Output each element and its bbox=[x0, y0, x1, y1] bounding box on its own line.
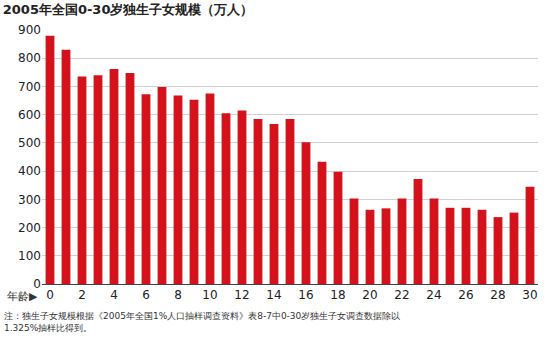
svg-text:300: 300 bbox=[18, 193, 41, 207]
svg-text:26: 26 bbox=[458, 288, 473, 302]
svg-text:400: 400 bbox=[18, 164, 41, 178]
svg-text:0: 0 bbox=[46, 288, 54, 302]
svg-text:22: 22 bbox=[394, 288, 409, 302]
svg-text:8: 8 bbox=[174, 288, 182, 302]
svg-text:600: 600 bbox=[18, 108, 41, 122]
svg-text:6: 6 bbox=[142, 288, 150, 302]
svg-text:30: 30 bbox=[522, 288, 537, 302]
svg-text:18: 18 bbox=[330, 288, 345, 302]
svg-text:200: 200 bbox=[18, 221, 41, 235]
svg-text:20: 20 bbox=[362, 288, 377, 302]
svg-text:28: 28 bbox=[490, 288, 505, 302]
svg-text:年龄▶: 年龄▶ bbox=[7, 290, 38, 303]
svg-text:10: 10 bbox=[202, 288, 217, 302]
svg-text:500: 500 bbox=[18, 136, 41, 150]
svg-text:0: 0 bbox=[33, 277, 41, 291]
svg-text:16: 16 bbox=[298, 288, 313, 302]
svg-text:900: 900 bbox=[18, 23, 41, 37]
svg-text:12: 12 bbox=[234, 288, 249, 302]
svg-text:4: 4 bbox=[110, 288, 118, 302]
svg-text:注：独生子女规模根据《2005年全国1%人口抽样调查资料》表: 注：独生子女规模根据《2005年全国1%人口抽样调查资料》表8-7中0-30岁独… bbox=[4, 311, 400, 333]
svg-text:700: 700 bbox=[18, 80, 41, 94]
svg-text:100: 100 bbox=[18, 249, 41, 263]
svg-text:2: 2 bbox=[78, 288, 86, 302]
svg-text:24: 24 bbox=[426, 288, 441, 302]
svg-text:14: 14 bbox=[266, 288, 281, 302]
svg-text:800: 800 bbox=[18, 51, 41, 65]
svg-text:2005年全国0-30岁独生子女规模（万人）: 2005年全国0-30岁独生子女规模（万人） bbox=[3, 2, 254, 17]
